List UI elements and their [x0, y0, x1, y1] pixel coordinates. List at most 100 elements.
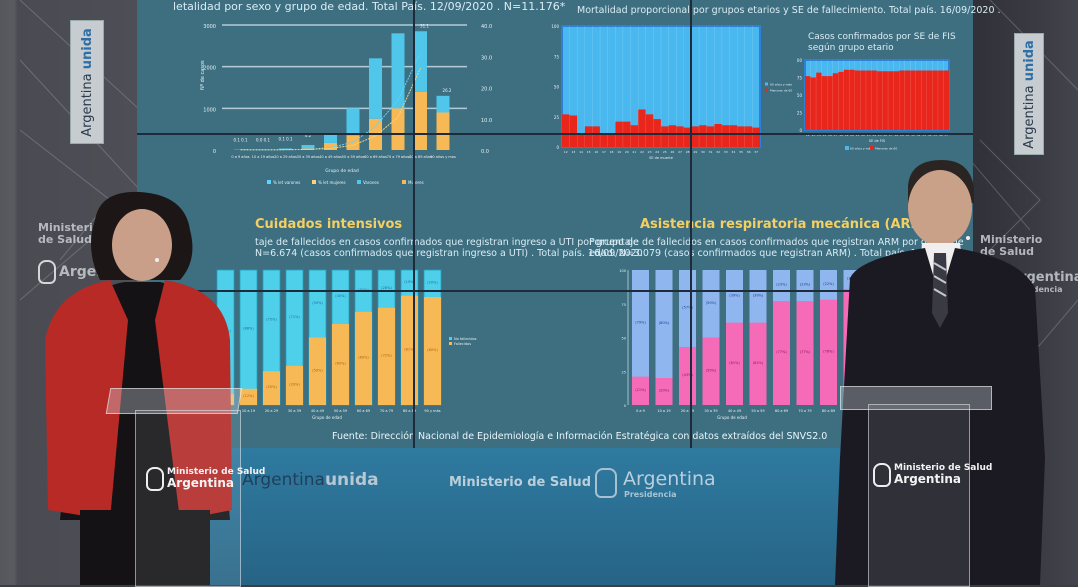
x-tick-label: 90 y más	[424, 409, 440, 413]
data-label: (69%)	[358, 355, 369, 359]
x-tick-label: 34	[731, 150, 735, 154]
podium-logo-right: Ministerio de Salud Argentina	[873, 463, 971, 487]
bar-varones	[392, 33, 405, 108]
x-tick-label: 30 a 39 años	[297, 155, 320, 159]
legend-swatch	[765, 89, 768, 92]
podium-left: Ministerio de Salud Argentina	[135, 410, 241, 587]
bar-mujeres	[392, 108, 405, 150]
y-axis-label: Nº de casos	[200, 60, 206, 90]
coat-of-arms-icon	[873, 463, 891, 487]
x-tick-label: 12	[564, 150, 568, 154]
x-axis-label: Grupo de edad	[325, 168, 359, 174]
y-tick-label: 0	[556, 145, 559, 150]
y-tick-label: 0	[213, 149, 216, 155]
data-label: (20%)	[659, 389, 670, 393]
y-tick-label: 75	[622, 303, 626, 307]
x-tick-label: 30 a 39	[704, 409, 717, 413]
x-tick-label: 10 a 19	[657, 409, 670, 413]
x-tick-label: 33	[724, 150, 728, 154]
y2-tick-label: 30.0	[481, 55, 492, 61]
x-tick-label: 60 a 69	[775, 409, 788, 413]
chart-subtitle-uti-1: taje de fallecidos en casos confirmados …	[255, 237, 639, 248]
y-tick-label: 100	[551, 24, 559, 29]
x-tick-label: 10 a 19 años	[252, 155, 275, 159]
x-tick-label: 36	[747, 150, 751, 154]
data-label: 31.1	[420, 23, 429, 28]
x-tick-label: 29	[693, 150, 697, 154]
chart-subtitle-uti-2: N=6.674 (casos confirmados que registran…	[255, 248, 643, 259]
legend-label: Menores de 60	[770, 89, 792, 93]
coat-of-arms-icon	[146, 467, 164, 491]
x-tick-label: 31	[709, 150, 713, 154]
data-label: (50%)	[706, 301, 717, 305]
y-tick-label: 75	[797, 76, 802, 81]
legend-swatch	[449, 337, 452, 340]
x-tick-label: 14	[579, 150, 583, 154]
legend-label: % let varones	[273, 180, 300, 185]
data-label: (39%)	[729, 293, 740, 297]
data-label: (23%)	[776, 283, 787, 287]
chart-title-deaths: letalidad por sexo y grupo de edad. Tota…	[173, 0, 565, 13]
data-label: 26.2	[443, 88, 452, 93]
argentina-logo: Argentina	[623, 468, 716, 490]
source-note: Fuente: Dirección Nacional de Epidemiolo…	[332, 431, 827, 442]
legend-swatch	[312, 180, 316, 184]
data-label: (60%)	[335, 362, 346, 366]
y2-tick-label: 20.0	[481, 87, 492, 93]
x-tick-label: 50 a 59	[751, 409, 764, 413]
vertical-banner-right: Argentina unida	[1014, 33, 1044, 155]
x-tick-label: 26	[671, 150, 675, 154]
data-label: (39%)	[753, 293, 764, 297]
y-tick-label: 50	[554, 85, 560, 90]
chart-title-confirmed-1: Casos confirmados por SE de FIS	[808, 32, 956, 42]
x-axis-label: SE de FIS	[869, 139, 886, 143]
x-tick-label: 22	[640, 150, 644, 154]
x-tick-label: 40 a 49	[311, 409, 324, 413]
x-tick-label: 0 a 9 años	[231, 155, 249, 159]
legend-label: Varones	[363, 180, 379, 185]
ministerio-logo: Ministerio de Salud	[449, 475, 591, 490]
data-label: 0.0 0.1	[256, 138, 270, 143]
x-axis-label: Grupo de edad	[717, 415, 747, 420]
data-label: (71%)	[289, 315, 300, 319]
x-tick-label: 27	[678, 150, 682, 154]
legend-swatch	[765, 83, 768, 86]
chart-title-uti: Cuidados intensivos	[255, 217, 402, 232]
x-tick-label: 50 a 59	[334, 409, 347, 413]
x-tick-label: 40 a 49 años	[319, 155, 342, 159]
bar-varones	[302, 145, 315, 148]
y-tick-label: 100	[619, 269, 626, 273]
legend-label: % let mujeres	[318, 180, 346, 185]
x-tick-label: 13	[572, 150, 576, 154]
chart-confirmed-by-se: 0255075100121314151617181920212223242526…	[797, 55, 957, 165]
data-label: 0.1 0.1	[279, 137, 293, 142]
data-label: (40%)	[335, 294, 346, 298]
x-tick-label: 60 a 69	[357, 409, 370, 413]
x-tick-label: 32	[716, 150, 720, 154]
y-tick-label: 50	[797, 93, 802, 98]
screen-bezel	[413, 0, 415, 448]
x-tick-label: 30	[701, 150, 705, 154]
x-tick-label: 20 a 29	[681, 409, 694, 413]
x-tick-label: 18	[610, 150, 614, 154]
screen-bezel	[690, 0, 692, 448]
legend-swatch	[357, 180, 361, 184]
x-tick-label: 37	[754, 150, 758, 154]
data-label: (29%)	[289, 382, 300, 386]
banner-text: Argentina	[1022, 85, 1037, 148]
y-tick-label: 75	[554, 54, 560, 59]
bar-varones	[437, 96, 450, 113]
x-tick-label: 70 a 79	[380, 409, 393, 413]
x-tick-label: 17	[602, 150, 606, 154]
x-tick-label: 70 a 79	[798, 409, 811, 413]
legend-swatch	[267, 180, 271, 184]
data-label: (50%)	[312, 301, 323, 305]
data-label: (61%)	[729, 361, 740, 365]
x-tick-label: 60 a 69 años	[364, 155, 387, 159]
data-label: (77%)	[800, 350, 811, 354]
legend-label: 60 años y más	[850, 147, 872, 151]
bar-mujeres	[437, 113, 450, 151]
banner-text-bold: unida	[1022, 40, 1037, 81]
